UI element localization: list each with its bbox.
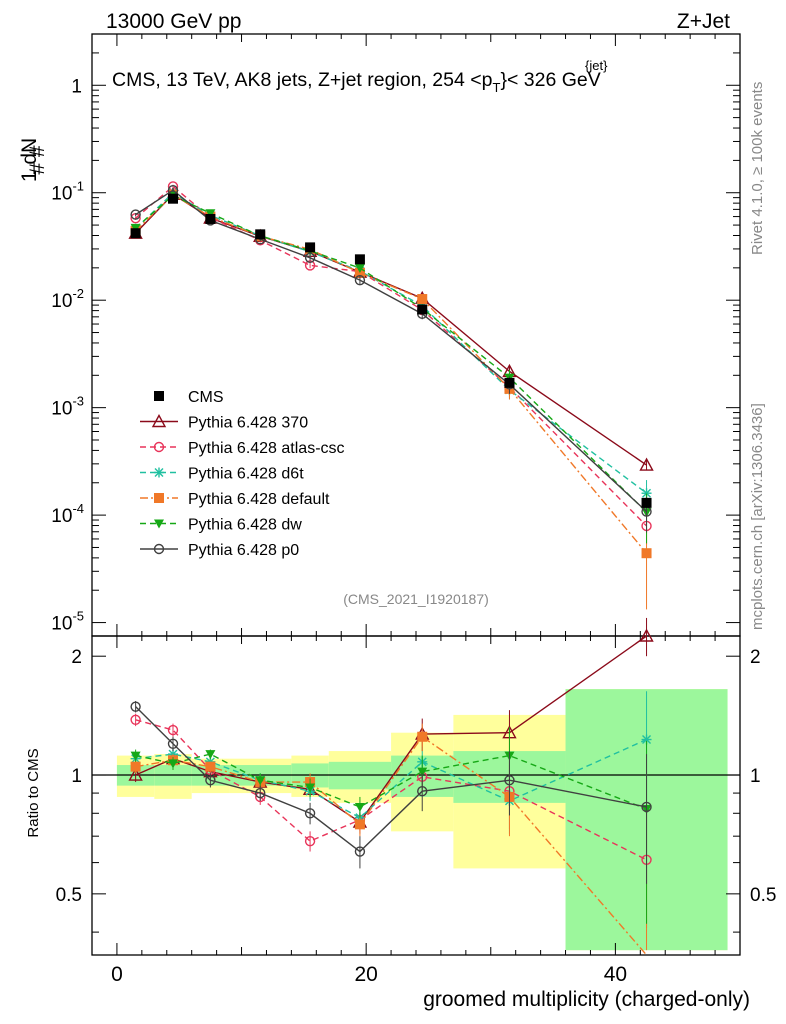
series-point-main xyxy=(639,457,654,471)
legend-label: Pythia 6.428 dw xyxy=(188,517,302,534)
series-point-main xyxy=(205,209,216,219)
series-point-ratio xyxy=(504,775,515,786)
legend-marker xyxy=(154,493,164,503)
series-point-ratio-stroke xyxy=(642,735,652,745)
y-tick-label: 10-1 xyxy=(51,179,84,205)
legend-marker xyxy=(153,543,165,555)
ratio-y-tick-label: 1 xyxy=(750,766,761,787)
plot-title-superscript: {jet} xyxy=(585,58,608,73)
cms-data-point xyxy=(354,254,365,265)
series-point-ratio xyxy=(128,767,143,781)
ratio-y-tick-label: 2 xyxy=(71,647,82,668)
legend-marker xyxy=(154,519,164,529)
y-axis-label-ratio: Ratio to CMS xyxy=(25,748,42,837)
series-point-ratio xyxy=(130,751,141,761)
series-point-main-stroke xyxy=(642,488,652,498)
series-point-ratio xyxy=(167,724,179,736)
series-point-main xyxy=(417,294,428,305)
series-point-ratio xyxy=(354,846,366,857)
ratio-panel: 0 20 40 0.5 0.5 1 1 2 2 xyxy=(56,617,776,986)
series-point-ratio xyxy=(417,767,428,777)
process-label: Z+Jet xyxy=(677,10,730,33)
series-point-ratio xyxy=(205,761,216,772)
legend-marker xyxy=(154,391,164,401)
series-point-ratio xyxy=(641,801,652,813)
cms-data-point xyxy=(504,377,515,388)
cms-data-point xyxy=(417,304,428,315)
series-point-ratio xyxy=(417,785,428,797)
legend-label: Pythia 6.428 atlas-csc xyxy=(188,440,345,457)
series-point-main xyxy=(354,274,366,286)
series-point-main xyxy=(304,260,316,271)
series-point-ratio xyxy=(168,759,178,769)
legend-marker xyxy=(154,467,164,478)
series-point-ratio xyxy=(205,775,216,786)
series-point-ratio xyxy=(305,783,316,793)
y-tick-label: 10-4 xyxy=(51,501,84,527)
analysis-id: (CMS_2021_I1920187) xyxy=(343,591,489,607)
y-tick-label: 10-2 xyxy=(51,286,84,312)
y-axis-label-main: 1 dN # # xyxy=(18,138,49,182)
series-line-main xyxy=(135,189,648,513)
series-point-main xyxy=(641,548,652,559)
x-tick-label: 20 xyxy=(354,963,377,986)
legend-label: Pythia 6.428 p0 xyxy=(188,542,299,559)
x-tick-label: 0 xyxy=(111,963,123,986)
series-point-ratio xyxy=(205,750,216,760)
y-tick-label: 10-3 xyxy=(51,394,84,420)
series-point-main xyxy=(130,209,141,220)
legend-label: CMS xyxy=(188,389,224,406)
series-point-ratio xyxy=(304,835,316,847)
cms-data-point xyxy=(205,213,216,224)
series-point-ratio xyxy=(167,738,179,749)
cms-data-point xyxy=(255,229,266,240)
series-point-ratio xyxy=(304,808,316,819)
ratio-y-tick-label: 2 xyxy=(750,647,761,668)
series-point-main xyxy=(641,488,652,499)
legend-label: Pythia 6.428 370 xyxy=(188,415,308,432)
cms-data-point xyxy=(305,242,316,253)
series-point-main xyxy=(354,264,365,274)
legend-marker xyxy=(151,414,167,428)
series-line-main xyxy=(135,185,648,527)
mcplots-label: mcplots.cern.ch [arXiv:1306.3436] xyxy=(749,403,766,630)
ratio-y-tick-label: 0.5 xyxy=(750,885,776,906)
series-line-main xyxy=(135,194,648,513)
series-point-ratio xyxy=(130,701,141,712)
svg-text:# #: # # xyxy=(26,145,49,175)
series-point-ratio xyxy=(639,628,654,642)
svg-text:1 dN: 1 dN xyxy=(18,138,41,182)
x-tick-label: 40 xyxy=(604,963,627,986)
main-panel: 10-5 10-4 10-3 10-2 10-1 1 xyxy=(51,33,741,648)
series-point-ratio xyxy=(255,776,266,786)
energy-label: 13000 GeV pp xyxy=(106,10,241,33)
legend-marker xyxy=(153,441,165,453)
series-point-ratio xyxy=(255,787,266,799)
legend-label: Pythia 6.428 d6t xyxy=(188,466,304,483)
cms-data-point xyxy=(130,228,141,239)
cms-data-point xyxy=(168,193,178,204)
series-point-ratio xyxy=(417,731,428,742)
series-point-ratio xyxy=(130,714,141,726)
series-point-ratio xyxy=(354,802,365,812)
x-axis-label: groomed multiplicity (charged-only) xyxy=(423,988,750,1011)
y-tick-label: 10-5 xyxy=(51,609,84,635)
series-line-ratio xyxy=(135,719,647,861)
ratio-y-tick-label: 1 xyxy=(71,766,82,787)
cms-data-point xyxy=(641,497,652,508)
legend-marker-stroke xyxy=(154,468,164,477)
legend: CMS Pythia 6.428 370 Pythia 6.428 atlas-cs… xyxy=(140,389,345,559)
legend-label: Pythia 6.428 default xyxy=(188,491,330,508)
series-point-main xyxy=(304,252,316,264)
series-point-ratio xyxy=(354,819,365,830)
ratio-y-tick-label: 0.5 xyxy=(56,885,82,906)
plot-title: CMS, 13 TeV, AK8 jets, Z+jet region, 254… xyxy=(112,69,601,95)
rivet-label: Rivet 4.1.0, ≥ 100k events xyxy=(749,82,766,255)
y-tick-label: 1 xyxy=(71,76,82,97)
series-point-ratio xyxy=(130,761,141,772)
